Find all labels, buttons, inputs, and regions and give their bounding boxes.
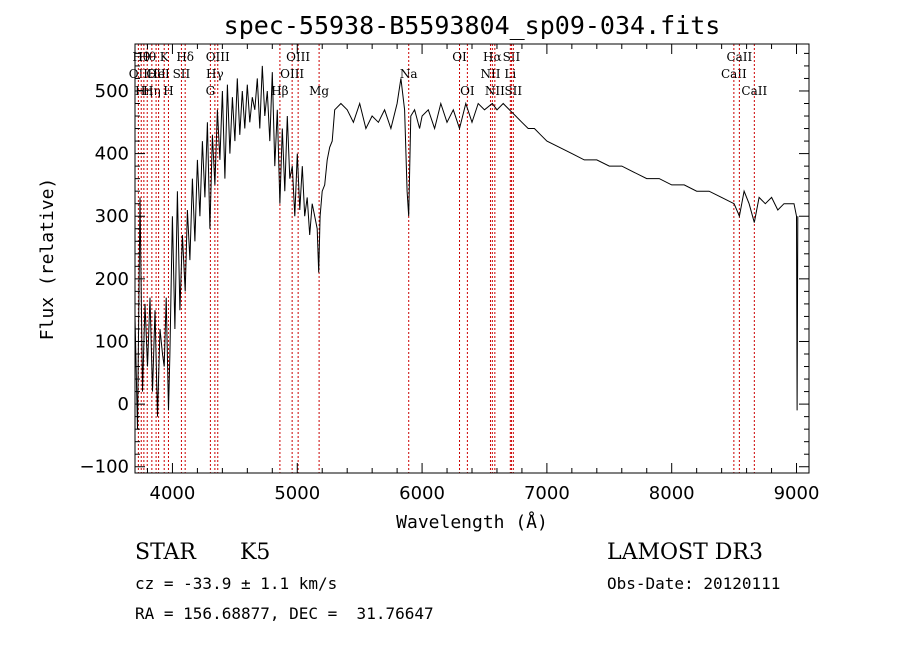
line-label-7: K xyxy=(160,50,170,64)
line-label-18: Na xyxy=(400,67,418,81)
line-label-29: CaII xyxy=(741,84,767,98)
y-tick-label-0: 0 xyxy=(118,394,129,415)
line-label-19: OI xyxy=(452,50,467,64)
y-tick-label-400: 400 xyxy=(95,144,129,165)
line-label-8: H xyxy=(163,84,173,98)
line-label-12: Hγ xyxy=(206,67,224,81)
line-label-13: OIII xyxy=(206,50,230,64)
line-label-21: NII xyxy=(480,67,500,81)
y-tick-label-500: 500 xyxy=(95,81,129,102)
x-tick-label-6000: 6000 xyxy=(399,483,445,504)
line-label-11: G xyxy=(206,84,216,98)
x-tick-label-5000: 5000 xyxy=(274,483,320,504)
y-tick-label-300: 300 xyxy=(95,206,129,227)
line-label-20: OI xyxy=(460,84,475,98)
x-axis-ticks: 4000 5000 6000 7000 8000 9000 xyxy=(146,44,820,504)
object-type: STAR xyxy=(135,540,196,565)
x-tick-label-8000: 8000 xyxy=(649,483,695,504)
y-axis-label: Flux (relative) xyxy=(37,178,58,341)
line-label-23: NII xyxy=(485,84,505,98)
y-axis-ticks: −100 0 100 200 300 400 500 xyxy=(80,52,809,478)
line-label-26: SII xyxy=(504,84,522,98)
x-axis-label: Wavelength (Å) xyxy=(396,511,548,533)
line-label-24: Li xyxy=(504,67,516,81)
spectrum-line xyxy=(134,65,799,430)
line-label-14: Hβ xyxy=(271,84,288,98)
line-label-6: HeI xyxy=(147,67,170,81)
line-label-5: OII xyxy=(146,67,166,81)
line-label-15: OIII xyxy=(280,67,304,81)
line-label-10: Hδ xyxy=(176,50,194,64)
redshift-cz: cz = -33.9 ± 1.1 km/s xyxy=(135,574,338,593)
x-tick-label-4000: 4000 xyxy=(150,483,196,504)
line-label-3: Hθ xyxy=(138,50,156,64)
y-tick-label-100: 100 xyxy=(95,331,129,352)
y-tick-label-200: 200 xyxy=(95,269,129,290)
coordinates: RA = 156.68877, DEC = 31.76647 xyxy=(135,604,434,623)
line-markers: OIIHθHηHθHηOIIHeIKHSIIHδGHγOIIIHβOIIIOII… xyxy=(129,44,767,473)
chart-title: spec-55938-B5593804_sp09-034.fits xyxy=(224,11,721,40)
line-label-27: CaII xyxy=(721,67,747,81)
line-label-28: CaII xyxy=(726,50,752,64)
x-tick-label-7000: 7000 xyxy=(524,483,570,504)
line-label-25: SII xyxy=(503,50,521,64)
x-tick-label-9000: 9000 xyxy=(774,483,820,504)
line-label-9: SII xyxy=(173,67,191,81)
line-label-4: Hη xyxy=(143,84,161,98)
line-label-17: Mg xyxy=(309,84,329,98)
line-label-22: Hα xyxy=(483,50,502,64)
obs-date: Obs-Date: 20120111 xyxy=(607,574,781,593)
y-tick-label--100: −100 xyxy=(80,457,129,478)
object-subclass: K5 xyxy=(240,540,271,565)
survey-name: LAMOST DR3 xyxy=(607,540,763,565)
line-label-16: OIII xyxy=(286,50,310,64)
